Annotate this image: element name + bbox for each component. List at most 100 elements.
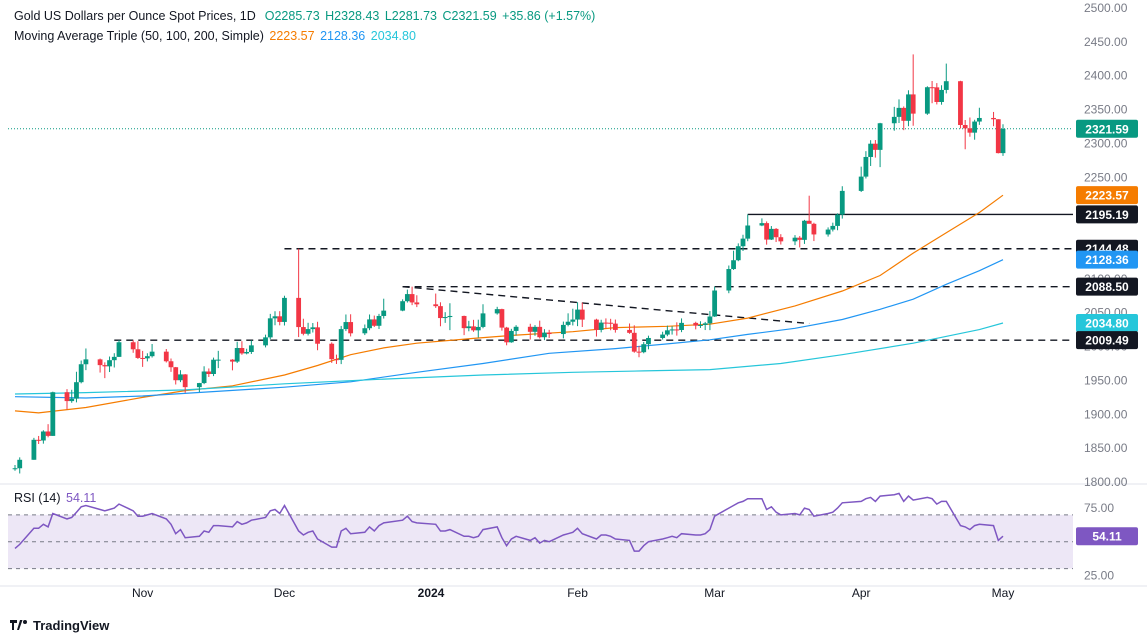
candle-body <box>17 459 23 469</box>
candle-body <box>608 322 614 324</box>
candle-body <box>64 392 70 402</box>
candle-body <box>537 326 543 338</box>
candle-body <box>400 301 406 311</box>
candle-body <box>508 330 514 343</box>
candle <box>877 122 883 168</box>
candle <box>338 325 344 365</box>
candle <box>381 298 387 319</box>
change-value: +35.86 (+1.57%) <box>502 9 596 23</box>
candle-body <box>967 128 973 133</box>
candle <box>135 341 141 359</box>
rsi-line <box>14 492 1004 552</box>
candle-body <box>759 223 765 226</box>
candle-body <box>603 322 609 324</box>
candle <box>504 326 510 346</box>
candle <box>272 311 278 326</box>
candle <box>107 356 112 373</box>
candle <box>45 424 51 438</box>
candle <box>735 243 741 262</box>
candle-body <box>409 294 415 303</box>
candle-body <box>929 87 935 89</box>
candle <box>797 236 803 248</box>
candle <box>806 195 812 224</box>
trendline <box>402 285 810 325</box>
candle <box>371 315 377 328</box>
candle <box>329 342 335 363</box>
candle-body <box>12 468 18 470</box>
candle <box>660 331 666 340</box>
candle-body <box>107 360 112 367</box>
candle-body <box>83 359 89 365</box>
candle-body <box>839 190 845 215</box>
candle-body <box>764 223 770 240</box>
time-axis-label: Dec <box>274 586 295 600</box>
symbol-title: Gold US Dollars per Ounce Spot Prices, 1… <box>14 9 256 23</box>
candle-body <box>130 342 136 350</box>
candle <box>300 318 306 336</box>
candle-body <box>962 125 968 129</box>
candle-body <box>679 322 684 330</box>
candle <box>471 319 476 332</box>
candle <box>939 85 944 105</box>
price-label-text: 2223.57 <box>1085 189 1129 203</box>
candle <box>277 311 283 326</box>
candle-body <box>494 309 500 314</box>
candle-body <box>102 365 108 367</box>
candle <box>267 313 273 340</box>
candle-body <box>329 343 335 360</box>
candle <box>78 360 84 384</box>
candle-body <box>660 334 666 338</box>
candle-body <box>215 359 221 361</box>
candle <box>910 54 916 126</box>
candle-body <box>712 290 718 317</box>
candle-body <box>182 374 188 388</box>
candle <box>69 389 75 403</box>
candle-body <box>641 344 647 353</box>
candle-body <box>447 315 453 318</box>
candle <box>244 348 250 355</box>
price-label-text: 2128.36 <box>1085 253 1129 267</box>
candle <box>149 343 155 358</box>
price-label-box <box>1076 331 1138 350</box>
candle-body <box>50 392 56 436</box>
candle <box>995 119 1001 154</box>
candle <box>296 248 302 338</box>
candle <box>646 335 651 350</box>
candle <box>594 318 599 337</box>
candle <box>631 325 637 353</box>
candle <box>612 319 618 333</box>
candle-body <box>31 439 37 460</box>
candle-body <box>97 359 103 366</box>
ma50-value: 2223.57 <box>269 29 315 43</box>
candle <box>641 341 647 354</box>
tradingview-footer[interactable]: TradingView <box>10 618 109 633</box>
price-label-box <box>1076 119 1138 138</box>
candle <box>64 389 70 410</box>
candle-body <box>263 337 268 346</box>
candle-body <box>267 318 273 338</box>
candle-body <box>471 326 476 331</box>
candle-body <box>442 317 448 319</box>
candle <box>906 90 911 127</box>
candle-body <box>149 351 155 357</box>
candle-body <box>579 309 585 320</box>
candle <box>102 362 108 379</box>
candle-body <box>272 316 278 319</box>
candle-body <box>627 329 632 333</box>
candle-body <box>513 326 519 331</box>
candle <box>811 222 817 242</box>
candle <box>698 321 703 328</box>
candle-body <box>45 431 51 436</box>
candle <box>494 306 500 315</box>
candle-body <box>201 371 207 384</box>
ma-50-line <box>14 194 1004 414</box>
candle <box>962 119 968 150</box>
candle <box>669 326 675 335</box>
candle <box>773 228 779 243</box>
price-tick-label: 2300.00 <box>1084 136 1128 150</box>
candle-body <box>830 225 836 230</box>
time-axis-label: May <box>992 586 1015 600</box>
candle <box>234 341 240 364</box>
candle <box>362 324 368 336</box>
